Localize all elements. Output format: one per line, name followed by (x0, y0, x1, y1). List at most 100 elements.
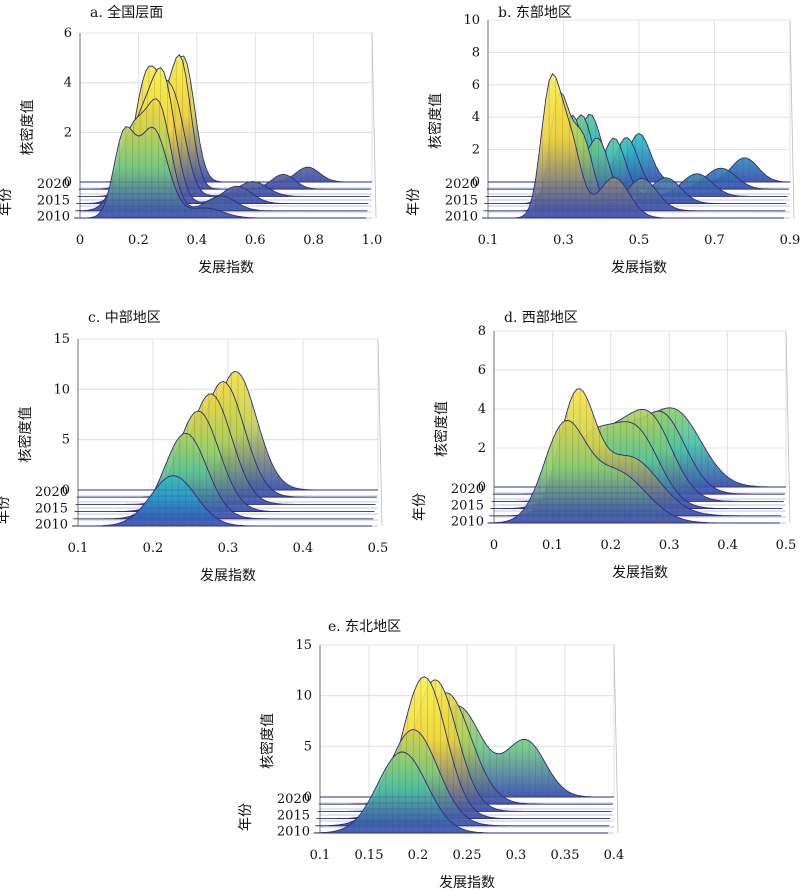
x-axis-label: 发展指数 (200, 568, 256, 584)
right-edge-line (613, 644, 619, 834)
x-tick-label: 0.5 (368, 541, 389, 556)
density-ridge-2014 (74, 410, 375, 513)
x-tick-label: 0.35 (551, 848, 580, 863)
x-tick-label: 1.0 (362, 233, 383, 248)
x-tick-label: 0.1 (68, 541, 89, 556)
z-tick-label: 6 (472, 78, 480, 93)
x-tick-label: 0.1 (542, 538, 563, 553)
panel-title: d. 西部地区 (504, 310, 578, 326)
z-tick-label: 2 (64, 125, 72, 140)
x-tick-label: 0.4 (717, 538, 738, 553)
z-tick-label: 0 (304, 790, 312, 805)
x-tick-label: 0.15 (355, 848, 384, 863)
year-tick-label: 2020 (451, 482, 484, 497)
year-tick-label: 2010 (451, 515, 484, 530)
density-ridge-2016 (75, 393, 376, 505)
x-tick-label: 0.1 (310, 848, 331, 863)
z-tick-label: 6 (64, 26, 72, 41)
z-tick-label: 10 (53, 382, 70, 397)
z-tick-label: 15 (53, 332, 70, 347)
z-tick-label: 8 (478, 324, 486, 339)
z-tick-label: 4 (478, 402, 486, 417)
x-tick-label: 0.9 (780, 233, 800, 248)
x-tick-label: 0.3 (553, 233, 574, 248)
year-tick-label: 2010 (35, 518, 68, 533)
year-tick-label: 2010 (37, 210, 70, 225)
panel-title: b. 东部地区 (498, 5, 572, 21)
x-tick-label: 0.8 (303, 233, 324, 248)
year-tick-label: 2020 (37, 177, 70, 192)
z-tick-label: 10 (295, 689, 312, 704)
z-tick-label: 4 (64, 76, 72, 91)
right-edge-line (377, 338, 383, 527)
x-tick-label: 0.5 (776, 538, 797, 553)
x-axis-label: 发展指数 (439, 875, 495, 891)
x-tick-label: 0.5 (629, 233, 650, 248)
x-tick-label: 0.2 (143, 541, 164, 556)
z-axis-label: 核密度值 (433, 401, 450, 457)
year-axis-label: 年份 (238, 803, 254, 831)
panel-title: e. 东北地区 (328, 619, 401, 635)
x-tick-label: 0.3 (506, 848, 527, 863)
z-tick-label: 0 (62, 483, 70, 498)
right-edge-line (789, 19, 795, 219)
year-tick-label: 2020 (445, 177, 478, 192)
year-tick-label: 2010 (277, 825, 310, 840)
z-axis-label: 核密度值 (19, 100, 36, 156)
year-tick-label: 2020 (277, 792, 310, 807)
z-tick-label: 10 (463, 13, 480, 28)
x-tick-label: 0.7 (704, 233, 725, 248)
year-axis-label: 年份 (0, 188, 14, 216)
z-tick-label: 0 (472, 175, 480, 190)
x-tick-label: 0.1 (478, 233, 499, 248)
z-tick-label: 2 (478, 441, 486, 456)
year-tick-label: 2015 (277, 808, 310, 823)
z-axis-label: 核密度值 (259, 713, 276, 769)
x-tick-label: 0.2 (408, 848, 429, 863)
z-tick-label: 5 (62, 433, 70, 448)
x-tick-label: 0.25 (453, 848, 482, 863)
year-tick-label: 2020 (35, 485, 68, 500)
year-axis-label: 年份 (406, 188, 422, 216)
x-tick-label: 0 (490, 538, 498, 553)
x-tick-label: 0 (76, 233, 84, 248)
x-tick-label: 0.6 (245, 233, 266, 248)
z-axis-label: 核密度值 (427, 93, 444, 149)
year-tick-label: 2015 (37, 193, 70, 208)
density-ridge-2012 (73, 432, 374, 520)
x-axis-label: 发展指数 (198, 260, 254, 276)
panel-title: a. 全国层面 (90, 4, 163, 21)
year-axis-label: 年份 (412, 493, 428, 521)
z-tick-label: 4 (472, 110, 480, 125)
panel-title: c. 中部地区 (88, 310, 161, 326)
z-tick-label: 15 (295, 638, 312, 653)
z-tick-label: 0 (478, 480, 486, 495)
z-tick-label: 6 (478, 363, 486, 378)
x-tick-label: 0.2 (600, 538, 621, 553)
year-tick-label: 2015 (35, 501, 68, 516)
x-tick-label: 0.2 (128, 233, 149, 248)
x-tick-label: 0.4 (293, 541, 314, 556)
year-tick-label: 2010 (445, 210, 478, 225)
z-tick-label: 5 (304, 739, 312, 754)
x-axis-label: 发展指数 (612, 565, 668, 581)
x-tick-label: 0.4 (186, 233, 207, 248)
year-tick-label: 2015 (445, 193, 478, 208)
z-tick-label: 8 (472, 45, 480, 60)
z-tick-label: 2 (472, 143, 480, 158)
right-edge-line (371, 32, 377, 219)
z-tick-label: 0 (64, 175, 72, 190)
x-tick-label: 0.3 (659, 538, 680, 553)
x-tick-label: 0.4 (604, 848, 625, 863)
year-tick-label: 2015 (451, 498, 484, 513)
x-axis-label: 发展指数 (611, 260, 667, 276)
x-tick-label: 0.3 (218, 541, 239, 556)
z-axis-label: 核密度值 (17, 407, 34, 463)
right-edge-line (785, 330, 791, 524)
